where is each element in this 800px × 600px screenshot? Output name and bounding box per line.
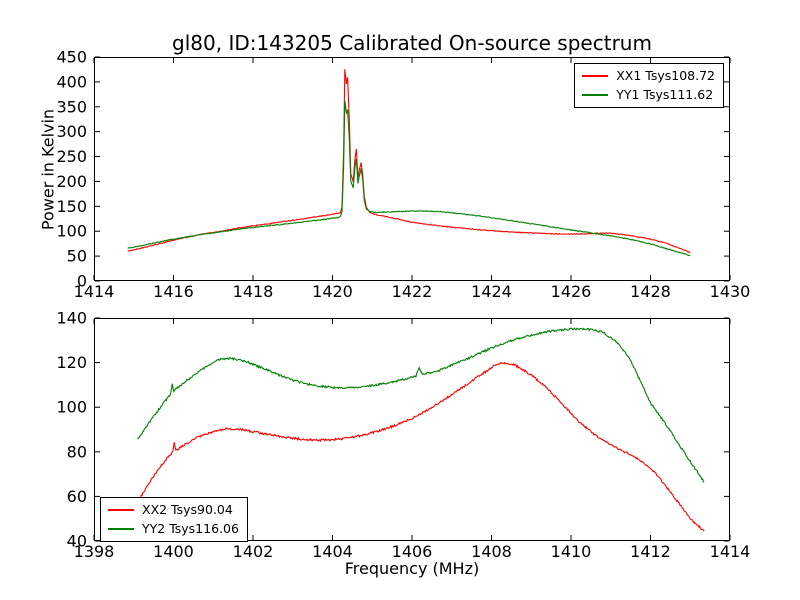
y-tick-label: 250 <box>56 147 87 166</box>
legend-label-xx1: XX1 Tsys108.72 <box>616 68 715 83</box>
legend-line-sample-xx1 <box>582 75 609 77</box>
x-tick-label: 1426 <box>551 282 592 301</box>
y-tick-label: 60 <box>67 487 87 506</box>
y-tick-label: 80 <box>67 442 87 461</box>
series-line-yy2 <box>137 327 705 483</box>
legend-entry-xx2: XX2 Tsys90.04 <box>108 502 239 518</box>
legend-line-sample-yy2 <box>108 528 134 530</box>
x-tick-label: 1402 <box>233 542 274 561</box>
chart-title: gl80, ID:143205 Calibrated On-source spe… <box>172 31 652 55</box>
legend-top: XX1 Tsys108.72 YY1 Tsys111.62 <box>574 63 724 108</box>
y-axis-label: Power in Kelvin <box>38 108 58 231</box>
legend-entry-yy1: YY1 Tsys111.62 <box>582 87 715 103</box>
legend-entry-xx1: XX1 Tsys108.72 <box>582 68 715 84</box>
axes-frame <box>94 318 730 541</box>
y-tick-label: 200 <box>56 172 87 191</box>
y-tick-label: 120 <box>56 353 87 372</box>
x-tick-label: 1406 <box>392 542 433 561</box>
y-tick-label: 350 <box>56 97 87 116</box>
legend-label-yy2: YY2 Tsys116.06 <box>142 521 239 536</box>
x-tick-label: 1410 <box>551 542 592 561</box>
y-tick-label: 0 <box>77 272 87 291</box>
y-tick-label: 450 <box>56 48 87 67</box>
x-tick-label: 1430 <box>710 282 751 301</box>
axes-frame <box>94 57 730 281</box>
x-tick-label: 1404 <box>312 542 353 561</box>
x-tick-label: 1424 <box>471 282 512 301</box>
y-tick-label: 40 <box>67 532 87 551</box>
series-line-xx2 <box>139 361 705 532</box>
legend-bottom: XX2 Tsys90.04 YY2 Tsys116.06 <box>100 497 248 542</box>
x-tick-label: 1422 <box>392 282 433 301</box>
y-tick-label: 140 <box>56 309 87 328</box>
x-tick-label: 1414 <box>710 542 751 561</box>
legend-line-sample-xx2 <box>108 509 134 511</box>
legend-entry-yy2: YY2 Tsys116.06 <box>108 521 239 537</box>
y-tick-label: 100 <box>56 398 87 417</box>
x-tick-label: 1414 <box>74 282 115 301</box>
x-tick-label: 1400 <box>153 542 194 561</box>
x-tick-label: 1416 <box>153 282 194 301</box>
x-tick-label: 1412 <box>630 542 671 561</box>
y-tick-label: 50 <box>67 247 87 266</box>
x-tick-label: 1408 <box>471 542 512 561</box>
x-axis-label: Frequency (MHz) <box>344 559 480 578</box>
x-tick-label: 1418 <box>233 282 274 301</box>
y-tick-label: 400 <box>56 72 87 91</box>
y-tick-label: 150 <box>56 197 87 216</box>
y-tick-label: 300 <box>56 122 87 141</box>
series-line-yy1 <box>127 100 691 257</box>
x-tick-label: 1428 <box>630 282 671 301</box>
legend-label-xx2: XX2 Tsys90.04 <box>142 502 233 517</box>
y-tick-label: 100 <box>56 222 87 241</box>
x-tick-label: 1398 <box>74 542 115 561</box>
legend-line-sample-yy1 <box>582 94 609 96</box>
legend-label-yy1: YY1 Tsys111.62 <box>616 87 714 102</box>
x-tick-label: 1420 <box>312 282 353 301</box>
